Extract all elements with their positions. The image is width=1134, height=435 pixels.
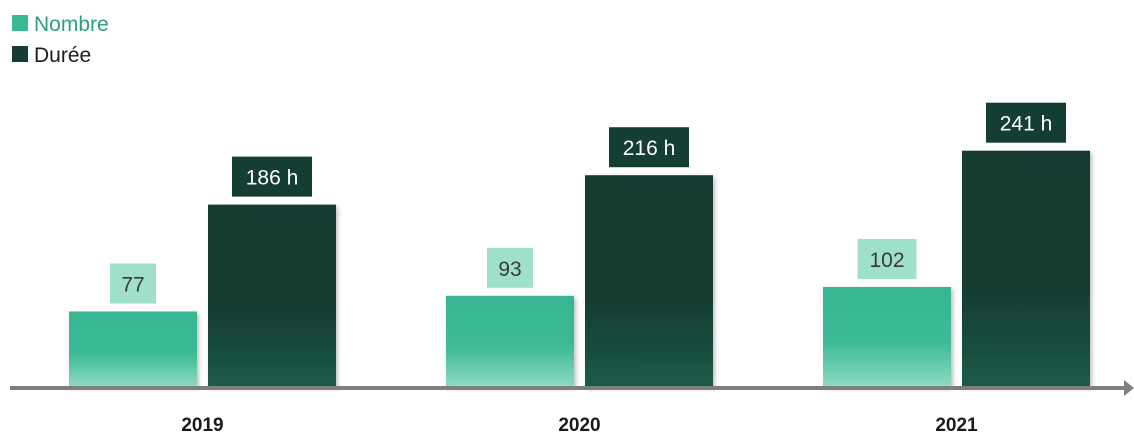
x-tick-label-2019: 2019: [181, 415, 223, 435]
bar-nombre-2021: [823, 286, 951, 387]
legend-label-nombre: Nombre: [34, 13, 109, 36]
bars-group: [69, 150, 1090, 387]
data-label-box-nombre-2019: [110, 263, 156, 304]
x-axis: [10, 380, 1134, 396]
data-label-duree-2020: 216 h: [623, 137, 676, 160]
data-label-box-nombre-2020: [487, 247, 533, 288]
bar-nombre-2020: [446, 295, 574, 387]
data-label-nombre-2021: 102: [869, 249, 904, 272]
bar-duree-2020: [585, 175, 713, 387]
bar-nombre-2019: [69, 311, 197, 387]
data-label-box-nombre-2021: [857, 238, 917, 279]
data-label-box-duree-2020: [609, 127, 689, 168]
data-label-box-duree-2019: [232, 156, 312, 197]
data-label-nombre-2020: 93: [498, 258, 521, 281]
legend-label-duree: Durée: [34, 44, 91, 67]
bar-duree-2019: [208, 204, 336, 387]
x-axis-arrow-icon: [1124, 380, 1134, 396]
legend: Nombre Durée: [12, 13, 109, 67]
data-labels-group: 77 186 h 93 216 h 102 241 h: [110, 102, 1066, 304]
legend-swatch-duree: [12, 46, 28, 62]
data-label-box-duree-2021: [986, 102, 1066, 143]
bar-duree-2021: [962, 150, 1090, 387]
x-tick-label-2021: 2021: [935, 415, 978, 435]
data-label-duree-2021: 241 h: [1000, 113, 1053, 136]
data-label-nombre-2019: 77: [121, 274, 144, 297]
x-tick-labels: 2019 2020 2021: [181, 415, 978, 435]
data-label-duree-2019: 186 h: [246, 167, 299, 190]
x-tick-label-2020: 2020: [558, 415, 600, 435]
legend-swatch-nombre: [12, 15, 28, 31]
